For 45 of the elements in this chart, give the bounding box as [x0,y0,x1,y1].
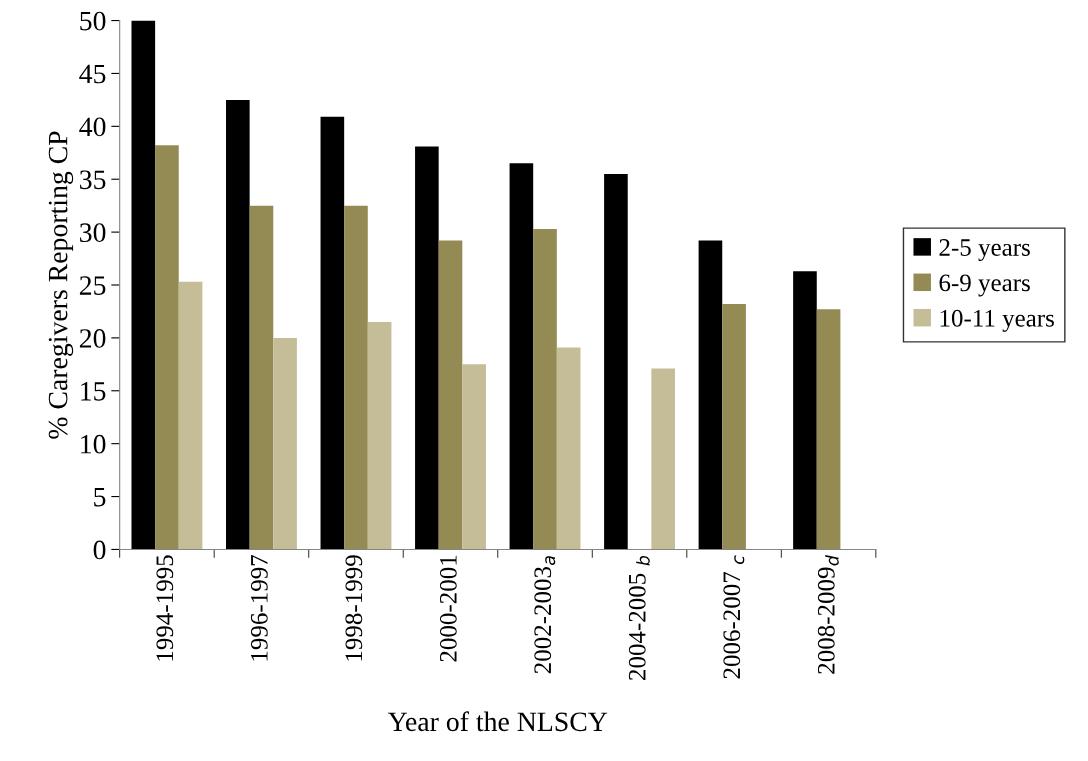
x-axis-title: Year of the NLSCY [387,711,608,732]
bar [462,364,486,550]
y-axis-title: % Caregivers Reporting CP [48,131,74,439]
x-tick-label: 1994-1995 [156,555,174,661]
bar [249,205,274,550]
y-tick-label: 0 [93,540,106,560]
bar [178,281,203,550]
legend-label: 2-5 years [939,239,1030,262]
y-tick-label: 40 [79,117,106,137]
bar [556,347,581,550]
bar [698,240,723,550]
bar [509,163,534,550]
x-tick-label: 1996-1997 [250,555,268,661]
bar [533,228,557,550]
bar [415,146,439,550]
x-tick-label: 2000-2001 [439,555,457,662]
bar [273,337,297,550]
bar [816,309,841,550]
legend-label: 10-11 years [940,309,1054,332]
y-tick-label: 35 [80,170,106,190]
bar [344,205,368,550]
bar [722,304,746,550]
bar [131,20,156,550]
bar [226,99,250,550]
bar [320,116,345,550]
x-tick-label: 2002-2003$_{a}$ [534,556,556,674]
x-tick-label: 2008-2009$_{d}$ [817,555,839,674]
bar [155,145,179,550]
bar [651,368,675,550]
x-tick-label: 2004-2005 $_{b}$ [628,555,650,680]
y-tick-label: 15 [81,382,106,401]
bar [438,240,463,550]
y-tick-label: 30 [80,223,106,243]
y-tick-label: 10 [81,434,106,454]
y-tick-label: 5 [94,488,106,507]
x-tick-label: 1998-1999 [345,555,363,661]
bar [604,173,628,550]
y-tick-label: 50 [80,11,106,31]
y-tick-label: 20 [79,329,106,348]
bar [793,271,817,550]
legend-label: 6-9 years [939,274,1030,297]
y-tick-label: 45 [79,64,106,84]
bar [367,322,392,550]
y-tick-label: 25 [79,276,106,295]
x-tick-label: 2006-2007 $_{c}$ [723,555,745,679]
